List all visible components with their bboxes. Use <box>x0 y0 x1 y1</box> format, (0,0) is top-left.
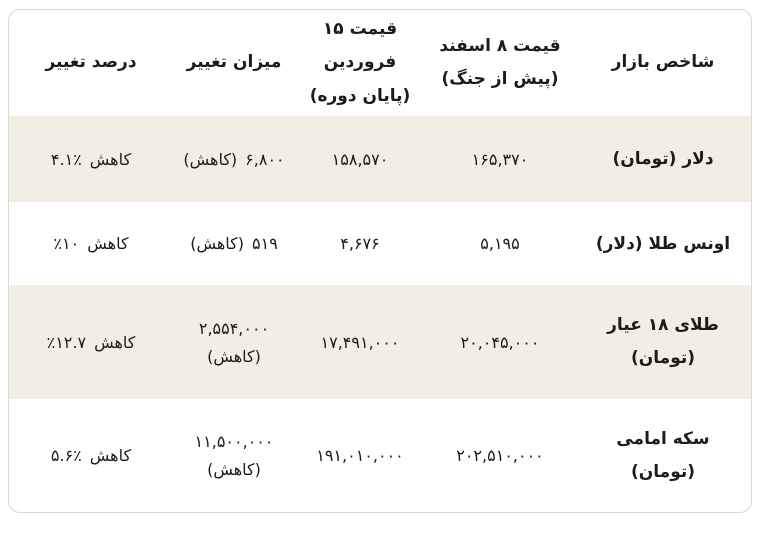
cell-price-before: ۲۰,۰۴۵,۰۰۰ <box>425 284 575 400</box>
percent-label: کاهش <box>89 446 132 466</box>
index-label: دلار (تومان) <box>612 149 714 170</box>
change-value: ۲,۵۵۴,۰۰۰ <box>198 318 270 338</box>
cell-market-index: دلار (تومان) <box>575 116 751 203</box>
cell-change-percent: کاهش ٪۱۰ <box>9 202 173 284</box>
column-header-change-amount: میزان تغییر <box>173 10 295 116</box>
column-header-price-end-period: قیمت ۱۵ فروردین (پایان دوره) <box>295 10 425 116</box>
table-row-dollar: دلار (تومان) ۱۶۵,۳۷۰ ۱۵۸,۵۷۰ ۶,۸۰۰ (کاهش… <box>9 116 751 203</box>
cell-price-after: ۴,۶۷۶ <box>295 202 425 284</box>
column-header-line2: (پیش از جنگ) <box>441 69 559 89</box>
header-row: شاخص بازار قیمت ۸ اسفند (پیش از جنگ) قیم… <box>9 10 751 116</box>
percent-value: ٪۱۰ <box>53 234 80 254</box>
column-header-label: شاخص بازار <box>611 52 715 73</box>
cell-market-index: اونس طلا (دلار) <box>575 202 751 284</box>
percent-value: ٪۱۲.۷ <box>46 332 87 352</box>
index-label-line1: سکه امامی <box>616 428 710 449</box>
cell-change-percent: کاهش ٪۱۲.۷ <box>9 284 173 400</box>
price-before-value: ۵,۱۹۵ <box>480 234 520 254</box>
cell-price-after: ۱۷,۴۹۱,۰۰۰ <box>295 284 425 400</box>
change-value: ۵۱۹ <box>252 234 278 254</box>
price-before-value: ۲۰۲,۵۱۰,۰۰۰ <box>456 446 544 466</box>
price-after-value: ۱۷,۴۹۱,۰۰۰ <box>320 332 400 352</box>
index-label-line2: (تومان) <box>631 461 695 482</box>
table-row-emami-coin: سکه امامی (تومان) ۲۰۲,۵۱۰,۰۰۰ ۱۹۱,۰۱۰,۰۰… <box>9 399 751 512</box>
price-before-value: ۲۰,۰۴۵,۰۰۰ <box>460 332 540 352</box>
price-after-value: ۴,۶۷۶ <box>340 234 380 254</box>
price-before-value: ۱۶۵,۳۷۰ <box>471 149 529 169</box>
cell-price-after: ۱۹۱,۰۱۰,۰۰۰ <box>295 399 425 512</box>
cell-market-index: سکه امامی (تومان) <box>575 399 751 512</box>
price-after-value: ۱۹۱,۰۱۰,۰۰۰ <box>316 446 404 466</box>
cell-change-percent: کاهش ۴.۱٪ <box>9 116 173 203</box>
change-value: ۱۱,۵۰۰,۰۰۰ <box>194 432 274 452</box>
price-after-value: ۱۵۸,۵۷۰ <box>331 149 389 169</box>
cell-price-before: ۲۰۲,۵۱۰,۰۰۰ <box>425 399 575 512</box>
column-header-price-before-war: قیمت ۸ اسفند (پیش از جنگ) <box>425 10 575 116</box>
cell-change-amount: ۶,۸۰۰ (کاهش) <box>173 116 295 203</box>
percent-label: کاهش <box>94 332 136 352</box>
index-label-line1: طلای ۱۸ عیار <box>607 314 719 335</box>
table-row-gold-ounce: اونس طلا (دلار) ۵,۱۹۵ ۴,۶۷۶ ۵۱۹ (کاهش) <box>9 202 751 284</box>
column-header-line2: (پایان دوره) <box>309 85 411 106</box>
column-header-line1: قیمت ۱۵ فروردین <box>322 19 398 73</box>
cell-market-index: طلای ۱۸ عیار (تومان) <box>575 284 751 400</box>
percent-value: ۴.۱٪ <box>50 149 82 169</box>
table-row-gold-18k: طلای ۱۸ عیار (تومان) ۲۰,۰۴۵,۰۰۰ ۱۷,۴۹۱,۰… <box>9 284 751 400</box>
percent-label: کاهش <box>89 149 132 169</box>
change-note: (کاهش) <box>190 234 245 254</box>
index-label-line2: (تومان) <box>631 348 695 369</box>
cell-change-percent: کاهش ۵.۶٪ <box>9 399 173 512</box>
cell-change-amount: ۵۱۹ (کاهش) <box>173 202 295 284</box>
column-header-market-index: شاخص بازار <box>575 10 751 116</box>
cell-change-amount: ۲,۵۵۴,۰۰۰ (کاهش) <box>173 284 295 400</box>
percent-label: کاهش <box>87 234 129 254</box>
column-header-label: میزان تغییر <box>186 52 282 73</box>
index-label: اونس طلا (دلار) <box>595 233 731 254</box>
change-note: (کاهش) <box>207 460 261 480</box>
percent-value: ۵.۶٪ <box>50 446 82 466</box>
change-note: (کاهش) <box>207 346 261 366</box>
market-prices-table: شاخص بازار قیمت ۸ اسفند (پیش از جنگ) قیم… <box>9 10 751 512</box>
change-value: ۶,۸۰۰ <box>245 149 285 169</box>
column-header-label: درصد تغییر <box>45 52 137 73</box>
column-header-line1: قیمت ۸ اسفند <box>439 35 561 56</box>
cell-price-before: ۱۶۵,۳۷۰ <box>425 116 575 203</box>
change-note: (کاهش) <box>183 149 238 169</box>
cell-price-after: ۱۵۸,۵۷۰ <box>295 116 425 203</box>
column-header-change-percent: درصد تغییر <box>9 10 173 116</box>
cell-change-amount: ۱۱,۵۰۰,۰۰۰ (کاهش) <box>173 399 295 512</box>
market-prices-table-card: شاخص بازار قیمت ۸ اسفند (پیش از جنگ) قیم… <box>8 9 752 513</box>
cell-price-before: ۵,۱۹۵ <box>425 202 575 284</box>
